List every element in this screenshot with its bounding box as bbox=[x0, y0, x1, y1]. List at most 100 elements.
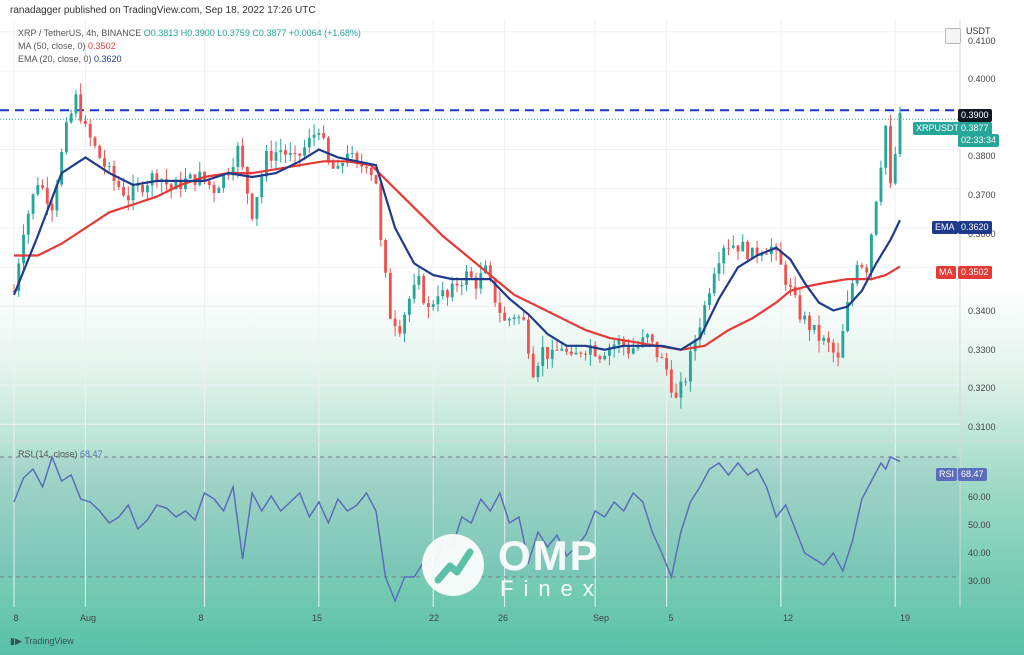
candle-body bbox=[460, 284, 464, 286]
candle-body bbox=[798, 295, 802, 320]
candle-body bbox=[822, 337, 826, 341]
candle-body bbox=[88, 123, 92, 138]
candle-body bbox=[388, 272, 392, 319]
candle-body bbox=[855, 264, 859, 284]
candle-body bbox=[293, 152, 297, 154]
candle-body bbox=[307, 137, 311, 148]
candle-body bbox=[646, 334, 649, 338]
candle-body bbox=[55, 184, 59, 211]
rsi-line bbox=[13, 454, 901, 604]
candle-body bbox=[889, 125, 892, 184]
candle-body bbox=[836, 352, 840, 358]
candle-body bbox=[136, 184, 140, 186]
candle-body bbox=[207, 181, 211, 186]
candle-body bbox=[107, 165, 111, 167]
candle-body bbox=[608, 347, 611, 356]
candle-body bbox=[403, 314, 407, 334]
candle-body bbox=[550, 349, 554, 359]
candle-body bbox=[669, 369, 673, 393]
ema-tag: EMA bbox=[932, 221, 958, 234]
candle-body bbox=[374, 175, 378, 184]
candle-body bbox=[469, 271, 473, 278]
candle-body bbox=[755, 247, 759, 256]
price-tick: 0.3700 bbox=[968, 190, 996, 200]
rsi-legend-value: 68.47 bbox=[80, 449, 103, 459]
candle-body bbox=[274, 152, 278, 161]
rsi-legend[interactable]: RSI (14, close) 68.47 bbox=[18, 449, 103, 459]
candle-body bbox=[779, 250, 783, 265]
candle-body bbox=[145, 185, 149, 193]
candle-body bbox=[507, 318, 511, 321]
time-tick: 22 bbox=[428, 613, 440, 623]
candle-body bbox=[269, 151, 273, 161]
candle-body bbox=[636, 345, 640, 349]
ema-legend[interactable]: EMA (20, close, 0) 0.3620 bbox=[18, 54, 122, 64]
omp-logo-icon bbox=[422, 534, 484, 596]
ma-legend[interactable]: MA (50, close, 0) 0.3502 bbox=[18, 41, 116, 51]
candle-body bbox=[731, 245, 735, 248]
candle-body bbox=[126, 195, 130, 201]
time-tick: 5 bbox=[668, 613, 674, 623]
candle-body bbox=[141, 184, 145, 193]
time-tick: Aug bbox=[79, 613, 97, 623]
candle-body bbox=[17, 263, 21, 291]
candle-body bbox=[212, 185, 216, 194]
candle-body bbox=[555, 349, 559, 351]
price-tick: 0.3200 bbox=[968, 383, 996, 393]
rsi-tick: 60.00 bbox=[968, 492, 991, 502]
candle-body bbox=[869, 234, 873, 273]
price-tick: 0.3800 bbox=[968, 151, 996, 161]
settings-icon[interactable] bbox=[945, 28, 961, 44]
candle-body bbox=[517, 317, 521, 319]
candle-body bbox=[312, 134, 316, 138]
tradingview-icon: ▮▶ bbox=[10, 636, 25, 646]
candle-body bbox=[265, 151, 268, 177]
last-price-tag: 0.3877 bbox=[958, 122, 992, 135]
candle-body bbox=[493, 278, 497, 303]
rsi-tick: 30.00 bbox=[968, 576, 991, 586]
candle-body bbox=[593, 345, 597, 357]
candle-body bbox=[131, 185, 135, 201]
candle-body bbox=[84, 120, 87, 124]
candle-body bbox=[64, 122, 68, 153]
price-tick: 0.3100 bbox=[968, 422, 996, 432]
ma-legend-value: 0.3502 bbox=[88, 41, 116, 51]
candle-body bbox=[103, 158, 106, 167]
candle-body bbox=[331, 162, 335, 169]
candle-body bbox=[660, 357, 664, 359]
candle-body bbox=[736, 245, 740, 252]
candle-body bbox=[617, 339, 621, 345]
candle-body bbox=[708, 293, 711, 306]
candle-body bbox=[789, 284, 792, 287]
time-tick: 26 bbox=[497, 613, 509, 623]
time-tick: Sep bbox=[592, 613, 610, 623]
candle-body bbox=[584, 353, 588, 355]
candle-body bbox=[484, 265, 488, 274]
candle-body bbox=[322, 133, 326, 138]
candle-body bbox=[693, 339, 697, 352]
candle-body bbox=[703, 305, 707, 328]
price-tick: 0.3600 bbox=[968, 229, 996, 239]
candle-body bbox=[884, 125, 888, 168]
watermark-sub: Finex bbox=[500, 576, 604, 601]
symbol-name[interactable]: XRP / TetherUS, 4h, BINANCE bbox=[18, 28, 142, 38]
candle-body bbox=[512, 317, 516, 319]
ema20-line bbox=[12, 148, 901, 351]
time-tick: 8 bbox=[13, 613, 19, 623]
candle-body bbox=[326, 137, 330, 163]
candle-body bbox=[446, 290, 449, 298]
candle-body bbox=[284, 150, 287, 155]
candle-body bbox=[379, 183, 383, 240]
candle-body bbox=[479, 273, 483, 289]
ema-legend-label: EMA (20, close, 0) bbox=[18, 54, 92, 64]
candle-body bbox=[188, 174, 192, 179]
candle-body bbox=[365, 166, 368, 168]
tradingview-logo[interactable]: ▮▶ TradingView bbox=[10, 636, 74, 647]
watermark-main: OMP bbox=[498, 532, 600, 579]
candle-body bbox=[536, 365, 540, 378]
candle-body bbox=[874, 201, 878, 235]
candle-body bbox=[74, 94, 78, 114]
candle-body bbox=[231, 167, 235, 176]
candle-body bbox=[722, 247, 726, 264]
candle-body bbox=[12, 290, 16, 292]
